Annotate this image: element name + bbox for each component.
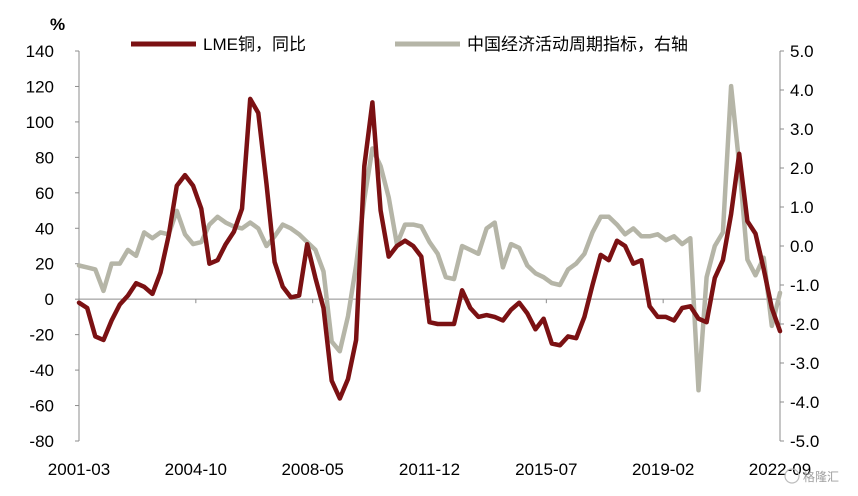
legend-label: 中国经济活动周期指标，右轴 [467,35,688,54]
right-tick-label: -1.0 [790,276,819,295]
right-tick-label: 0.0 [790,237,814,256]
left-tick-label: -60 [29,397,54,416]
left-tick-label: 40 [35,219,54,238]
left-tick-label: -20 [29,326,54,345]
right-tick-label: 3.0 [790,120,814,139]
left-tick-label: 20 [35,255,54,274]
right-tick-label: -3.0 [790,354,819,373]
china-activity-cycle-line [76,83,783,393]
watermark-text: 格隆汇 [803,469,839,484]
right-tick-label: 5.0 [790,42,814,61]
right-tick-label: -4.0 [790,393,819,412]
x-tick-label: 2004-10 [165,460,227,479]
x-tick-label: 2001-03 [48,460,110,479]
x-tick-label: 2011-12 [399,460,460,479]
left-tick-label: 60 [35,184,54,203]
right-tick-label: -2.0 [790,315,819,334]
legend-label: LME铜，同比 [203,35,306,54]
x-tick-label: 2015-07 [515,460,577,479]
axes-layer: 140 120 100 80 60 40 20 0 -20 -40 -60 -80 5.0 4.0 3.0 2… [26,42,820,479]
left-tick-label: -80 [29,432,54,451]
x-tick-label: 2022-09 [749,460,811,479]
left-tick-label: 0 [45,290,54,309]
left-tick-label: 120 [26,77,54,96]
right-tick-label: 4.0 [790,81,814,100]
left-tick-label: 80 [35,148,54,167]
lme-copper-yoy-line [76,96,783,401]
legend: LME铜，同比 中国经济活动周期指标，右轴 [131,35,688,54]
left-tick-label: -40 [29,361,54,380]
x-tick-label: 2008-05 [281,460,343,479]
series-layer [76,83,783,401]
watermark: 格隆汇 [784,468,839,484]
left-tick-label: 140 [26,42,54,61]
right-tick-label: 1.0 [790,198,814,217]
right-tick-label: -5.0 [790,432,819,451]
right-tick-label: 2.0 [790,159,814,178]
left-tick-label: 100 [26,113,54,132]
left-axis-unit-label: % [50,15,65,34]
x-tick-label: 2019-02 [632,460,694,479]
watermark-logo-icon [784,468,800,484]
